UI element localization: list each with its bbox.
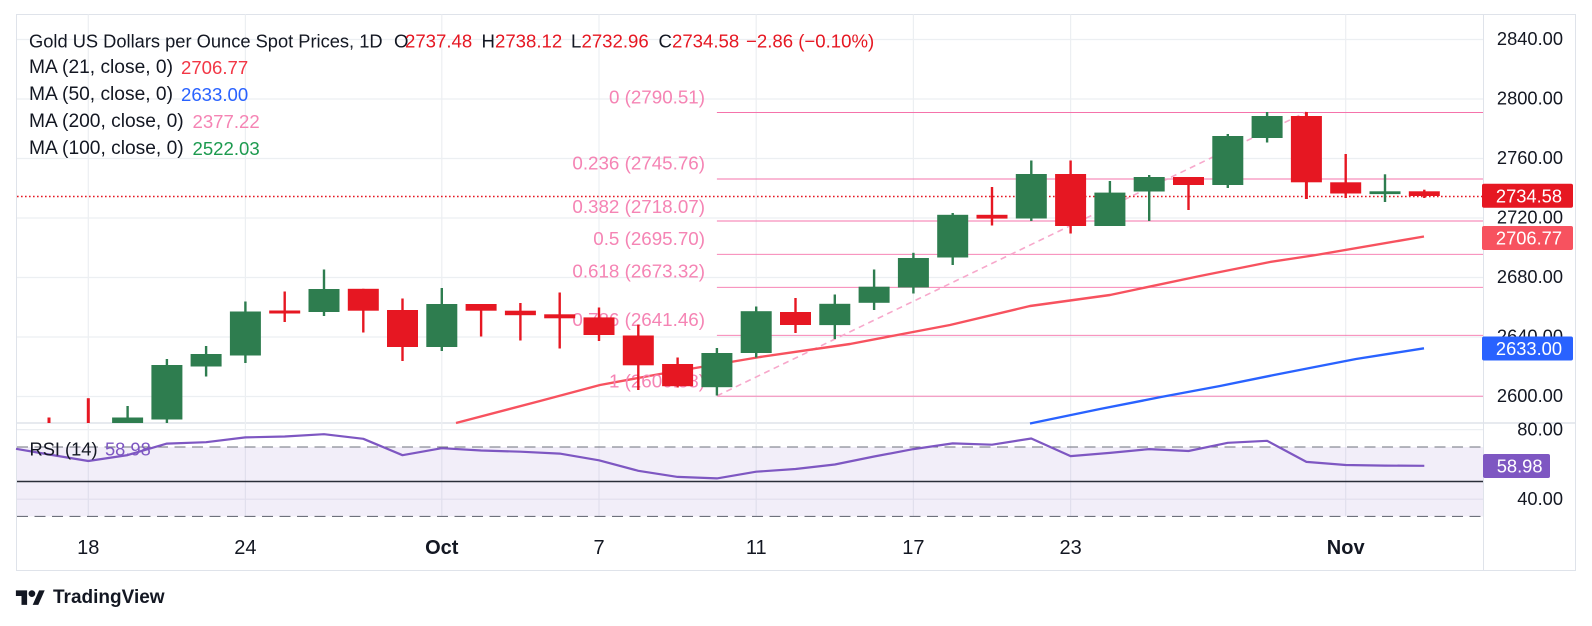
svg-text:MA (200, close, 0): MA (200, close, 0) — [29, 111, 184, 132]
svg-text:−2.86 (−0.10%): −2.86 (−0.10%) — [746, 31, 874, 52]
svg-text:MA (50, close, 0): MA (50, close, 0) — [29, 84, 173, 105]
svg-text:2680.00: 2680.00 — [1497, 266, 1563, 287]
svg-text:2600.00: 2600.00 — [1497, 385, 1563, 406]
svg-text:2734.58: 2734.58 — [672, 31, 739, 52]
svg-text:58.98: 58.98 — [105, 439, 151, 460]
svg-text:40.00: 40.00 — [1517, 488, 1563, 509]
svg-text:Nov: Nov — [1327, 537, 1366, 559]
svg-text:0 (2790.51): 0 (2790.51) — [609, 87, 705, 108]
svg-text:2732.96: 2732.96 — [582, 31, 649, 52]
svg-text:H: H — [482, 31, 495, 52]
svg-text:0.5 (2695.70): 0.5 (2695.70) — [593, 228, 705, 249]
svg-text:2734.58: 2734.58 — [1496, 185, 1562, 206]
svg-text:2522.03: 2522.03 — [193, 138, 260, 159]
svg-text:17: 17 — [902, 537, 924, 559]
svg-text:0.618 (2673.32): 0.618 (2673.32) — [572, 261, 705, 282]
svg-text:L: L — [571, 31, 581, 52]
svg-text:0.382 (2718.07): 0.382 (2718.07) — [572, 196, 705, 217]
svg-text:TradingView: TradingView — [53, 587, 165, 608]
svg-text:80.00: 80.00 — [1517, 418, 1563, 439]
svg-text:Oct: Oct — [425, 537, 459, 559]
svg-text:18: 18 — [77, 537, 99, 559]
svg-text:RSI (14): RSI (14) — [30, 439, 98, 460]
svg-text:MA (100, close, 0): MA (100, close, 0) — [29, 138, 184, 159]
svg-text:23: 23 — [1059, 537, 1081, 559]
svg-text:11: 11 — [746, 537, 767, 559]
svg-text:C: C — [659, 31, 672, 52]
svg-text:24: 24 — [234, 537, 256, 559]
svg-text:2633.00: 2633.00 — [181, 84, 248, 105]
svg-text:O: O — [394, 31, 408, 52]
svg-text:2706.77: 2706.77 — [1496, 228, 1562, 249]
svg-text:2720.00: 2720.00 — [1497, 206, 1563, 227]
svg-text:2738.12: 2738.12 — [495, 31, 562, 52]
svg-text:2377.22: 2377.22 — [193, 111, 260, 132]
svg-text:58.98: 58.98 — [1497, 456, 1543, 477]
svg-text:MA (21, close, 0): MA (21, close, 0) — [29, 57, 173, 78]
svg-text:0.236 (2745.76): 0.236 (2745.76) — [572, 153, 705, 174]
svg-text:2706.77: 2706.77 — [181, 57, 248, 78]
svg-text:2840.00: 2840.00 — [1497, 28, 1563, 49]
svg-text:7: 7 — [593, 537, 604, 559]
svg-text:2760.00: 2760.00 — [1497, 147, 1563, 168]
svg-text:2800.00: 2800.00 — [1497, 87, 1563, 108]
svg-text:Gold US Dollars per Ounce Spot: Gold US Dollars per Ounce Spot Prices, 1… — [29, 31, 383, 52]
svg-text:2633.00: 2633.00 — [1496, 338, 1562, 359]
svg-text:2737.48: 2737.48 — [405, 31, 472, 52]
